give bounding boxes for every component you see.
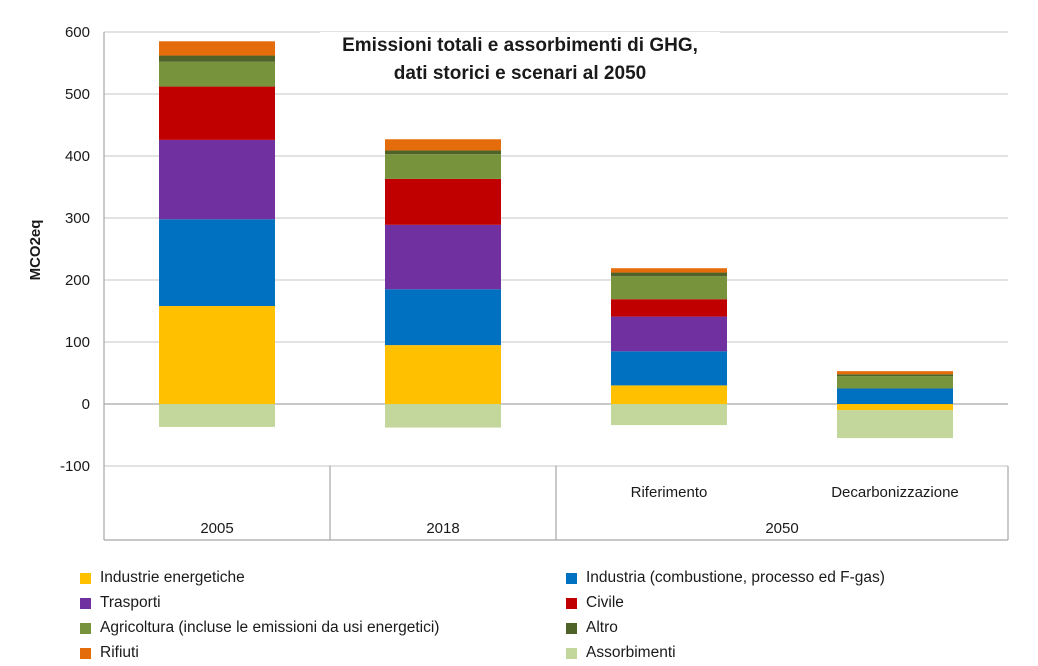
bar-segment bbox=[385, 150, 501, 155]
legend-item: Industrie energetiche bbox=[80, 566, 245, 590]
legend-item: Industria (combustione, processo ed F-ga… bbox=[566, 566, 885, 590]
bar-segment bbox=[159, 86, 275, 140]
bar-segment bbox=[611, 276, 727, 300]
bar-segment bbox=[159, 55, 275, 62]
legend-item: Rifiuti bbox=[80, 641, 139, 665]
legend-item: Civile bbox=[566, 591, 624, 615]
legend-swatch bbox=[80, 572, 91, 584]
bar-segment bbox=[385, 345, 501, 404]
y-tick-label: 300 bbox=[65, 210, 90, 227]
x-group-label: 2050 bbox=[765, 520, 798, 537]
legend-label: Trasporti bbox=[100, 594, 161, 611]
bar-segment bbox=[385, 224, 501, 290]
bar-segment bbox=[611, 351, 727, 386]
chart-title-line-2: dati storici e scenari al 2050 bbox=[393, 63, 647, 84]
bar-segment bbox=[385, 178, 501, 225]
legend-label: Civile bbox=[586, 594, 624, 611]
legend-item: Trasporti bbox=[80, 591, 161, 615]
legend-swatch bbox=[566, 597, 577, 609]
legend-item: Agricoltura (incluse le emissioni da usi… bbox=[80, 616, 439, 640]
legend-swatch bbox=[80, 597, 91, 609]
bar-segment bbox=[837, 388, 953, 404]
bar-segment bbox=[837, 404, 953, 411]
y-tick-label: 600 bbox=[65, 24, 90, 41]
bar-segment bbox=[159, 41, 275, 56]
bar-segment bbox=[611, 268, 727, 273]
bar-segment bbox=[159, 306, 275, 404]
legend-swatch bbox=[566, 572, 577, 584]
bar-segment bbox=[385, 404, 501, 428]
y-tick-label: 500 bbox=[65, 86, 90, 103]
bar-segment bbox=[385, 289, 501, 346]
bar-segment bbox=[611, 385, 727, 404]
legend-swatch bbox=[566, 647, 577, 659]
x-subcategory-label: Decarbonizzazione bbox=[831, 484, 959, 501]
legend-label: Altro bbox=[586, 619, 618, 636]
bar-segment bbox=[837, 371, 953, 375]
legend-label: Assorbimenti bbox=[586, 644, 676, 661]
legend-label: Rifiuti bbox=[100, 644, 139, 661]
legend-label: Industria (combustione, processo ed F-ga… bbox=[586, 569, 885, 586]
legend-swatch bbox=[80, 622, 91, 634]
bar-segment bbox=[159, 404, 275, 427]
legend-item: Assorbimenti bbox=[566, 641, 676, 665]
bar-segment bbox=[159, 139, 275, 220]
legend-label: Agricoltura (incluse le emissioni da usi… bbox=[100, 619, 440, 636]
bar-segment bbox=[611, 316, 727, 352]
x-subcategory-label: Riferimento bbox=[631, 484, 708, 501]
bar-segment bbox=[611, 299, 727, 317]
bar-segment bbox=[837, 410, 953, 439]
bar-segment bbox=[611, 272, 727, 277]
x-group-label: 2018 bbox=[426, 520, 459, 537]
y-tick-label: 400 bbox=[65, 148, 90, 165]
chart-title-line-1: Emissioni totali e assorbimenti di GHG, bbox=[342, 35, 698, 56]
legend-label: Industrie energetiche bbox=[100, 569, 245, 586]
y-tick-label: 100 bbox=[65, 334, 90, 351]
y-axis-label: MCO2eq bbox=[27, 220, 44, 281]
stacked-bar-chart: 600 500 400 300 200 100 0 -100 MCO2eq Riferimen… bbox=[27, 24, 1009, 541]
y-tick-label: -100 bbox=[60, 458, 90, 475]
y-tick-label: 200 bbox=[65, 272, 90, 289]
legend-swatch bbox=[566, 622, 577, 634]
bar-segment bbox=[159, 61, 275, 87]
y-tick-label: 0 bbox=[82, 396, 90, 413]
bar-segment bbox=[837, 376, 953, 389]
chart-title: Emissioni totali e assorbimenti di GHG, … bbox=[320, 32, 720, 88]
bar-segment bbox=[837, 374, 953, 377]
x-group-label: 2005 bbox=[200, 520, 233, 537]
bar-segment bbox=[611, 404, 727, 426]
legend-swatch bbox=[80, 647, 91, 659]
legend-item: Altro bbox=[566, 616, 618, 640]
bar-segment bbox=[385, 154, 501, 179]
bar-segment bbox=[159, 219, 275, 307]
bar-segment bbox=[385, 139, 501, 151]
